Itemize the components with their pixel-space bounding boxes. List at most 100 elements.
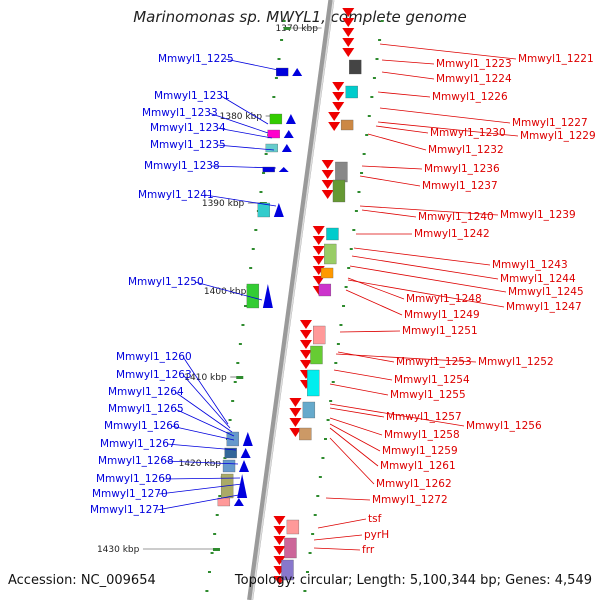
gene-label-right: Mmwyl1_1236 [424,163,500,175]
gene-label-right: Mmwyl1_1245 [508,286,584,298]
tick-dot [308,552,312,554]
gene-label-right: Mmwyl1_1255 [390,389,466,401]
tick-dot [316,495,320,497]
tick-dot [262,172,266,174]
tick-dot [254,229,258,231]
gene-arrow-right [299,360,312,369]
tick-dot [282,20,286,22]
gene-arrow-right [273,526,286,535]
kbp-tick-mark [236,376,244,379]
gene-label-right: pyrH [364,529,389,541]
gene-feature-left [246,283,260,309]
gene-leader-left [174,391,233,433]
tick-dot [318,476,322,478]
gene-label-left: Mmwyl1_1268 [98,455,174,467]
kbp-label: 1430 kbp [97,545,140,555]
tick-dot [357,191,361,193]
tick-dot [365,134,369,136]
gene-leader-left [208,112,269,134]
tick-dot [342,305,346,307]
tick-dot [336,343,340,345]
tick-dot [236,362,240,364]
gene-leader-right [379,107,511,124]
gene-feature-right [345,85,358,99]
gene-leader-right [353,247,491,266]
gene-label-left: Mmwyl1_1235 [150,139,226,151]
tick-dot [233,381,237,383]
gene-arrow-right [273,546,286,555]
tick-dot [231,400,235,402]
accession-text: Accession: NC_009654 [8,573,156,588]
gene-leader-right [359,205,499,216]
gene-arrow-right [342,38,355,47]
gene-arrow-left [285,114,296,124]
gene-leader-left [205,194,277,207]
gene-label-right: Mmwyl1_1247 [506,301,582,313]
gene-label-right: Mmwyl1_1224 [436,73,512,85]
tick-dot [205,590,209,592]
gene-leader-right [381,59,435,65]
gene-feature-right [302,401,316,419]
tick-dot [218,495,222,497]
gene-leader-left [163,477,241,480]
gene-feature-right [310,345,323,365]
gene-feature-right [299,427,312,441]
gene-feature-right [349,59,362,75]
gene-label-left: Mmwyl1_1225 [158,53,234,65]
gene-leader-left [217,144,275,151]
gene-arrow-right [328,122,341,131]
gene-leader-right [333,369,393,381]
gene-leader-left [182,356,229,425]
gene-arrow-right [342,48,355,57]
gene-arrow-left [239,460,250,472]
gene-leader-right [377,91,431,98]
gene-label-right: Mmwyl1_1262 [376,478,452,490]
tick-dot [274,77,278,79]
gene-feature-left [275,67,289,77]
gene-label-right: Mmwyl1_1258 [384,429,460,441]
gene-leader-left [167,443,237,451]
gene-label-right: Mmwyl1_1223 [436,58,512,70]
gene-arrow-right [299,350,312,359]
tick-dot [228,419,232,421]
tick-dot [347,267,351,269]
gene-label-right: Mmwyl1_1259 [382,445,458,457]
gene-leader-right [347,279,505,308]
gene-feature-left [222,459,236,473]
gene-label-right: Mmwyl1_1272 [372,494,448,506]
tick-dot [311,533,315,535]
gene-leader-left [217,127,273,139]
gene-label-right: Mmwyl1_1248 [406,293,482,305]
gene-leader-right [359,175,421,187]
gene-leader-right [345,289,403,316]
gene-arrow-right [289,398,302,407]
gene-label-left: Mmwyl1_1269 [96,473,172,485]
gene-label-left: Mmwyl1_1260 [116,351,192,363]
tick-dot [264,153,268,155]
gene-arrow-right [332,92,345,101]
gene-leader-right [361,165,423,170]
kbp-label: 1410 kbp [184,373,227,383]
tick-dot [354,210,358,212]
tick-dot [329,400,333,402]
tick-dot [244,305,248,307]
gene-label-left: Mmwyl1_1265 [108,403,184,415]
gene-label-right: Mmwyl1_1244 [500,273,576,285]
gene-label-right: Mmwyl1_1249 [404,309,480,321]
tick-dot [362,153,366,155]
tick-dot [215,514,219,516]
gene-arrow-right [312,246,325,255]
gene-label-right: Mmwyl1_1239 [500,209,576,221]
gene-arrow-right [299,330,312,339]
kbp-tick-mark [212,548,220,551]
gene-arrow-left [273,203,284,217]
kbp-label: 1400 kbp [204,287,247,297]
gene-leader-right [361,209,417,218]
gene-arrow-right [321,180,334,189]
gene-leader-left [220,95,269,125]
gene-arrow-right [321,170,334,179]
tick-dot [334,362,338,364]
gene-arrow-right [321,160,334,169]
gene-leader-right [377,121,519,137]
tick-dot [372,77,376,79]
